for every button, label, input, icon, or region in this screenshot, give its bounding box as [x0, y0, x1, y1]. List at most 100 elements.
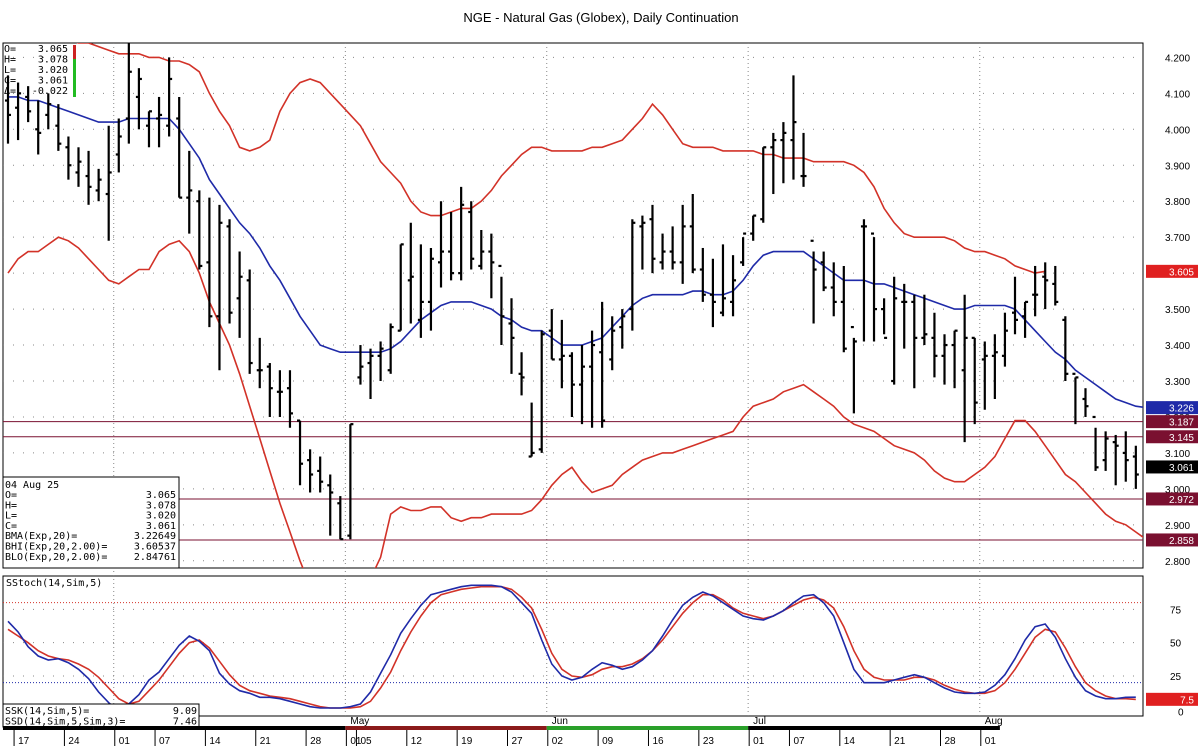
price-marker-label: 2.858	[1169, 536, 1194, 547]
ohlc-bar	[599, 301, 606, 428]
ohlc-bar	[15, 82, 22, 141]
ohlc-bar	[1022, 300, 1029, 338]
ohlc-bar	[1001, 312, 1008, 367]
ohlc-bar	[860, 219, 867, 342]
ohlc-bar	[1032, 265, 1039, 317]
day-label: 01	[985, 736, 997, 747]
ohlc-bar	[397, 243, 404, 332]
day-label: 14	[844, 736, 856, 747]
ohlc-bar	[236, 251, 243, 338]
ohlc-label: C=	[4, 76, 16, 87]
month-strip	[546, 726, 749, 730]
ohlc-value: 3.065	[38, 44, 68, 55]
ohlc-bar	[337, 496, 344, 541]
stoch-title: SStoch(14,Sim,5)	[6, 578, 102, 589]
day-label: 24	[68, 736, 80, 747]
info-label: BHI(Exp,20,2.00)=	[5, 542, 107, 553]
day-label: 28	[945, 736, 957, 747]
info-label: BLO(Exp,20,2.00)=	[5, 552, 107, 563]
month-strip	[2, 726, 94, 730]
info-box	[2, 476, 180, 569]
ohlc-bar	[1052, 265, 1059, 306]
ohlc-bar	[679, 204, 686, 284]
day-label: 09	[602, 736, 614, 747]
price-marker-label: 2.972	[1169, 495, 1194, 506]
price-marker-box	[1146, 492, 1198, 506]
ohlc-bar	[105, 125, 112, 241]
ohlc-bar	[810, 239, 817, 324]
month-label: Jul	[753, 716, 766, 727]
ohlc-bar	[1102, 431, 1109, 471]
price-marker-label: 3.061	[1169, 463, 1194, 474]
ohlc-bar	[196, 190, 203, 270]
price-tick-label: 3.800	[1165, 197, 1190, 208]
ohlc-bar	[659, 233, 666, 270]
ohlc-bar	[699, 247, 706, 302]
ohlc-bar	[558, 319, 565, 389]
price-marker-box	[1146, 415, 1198, 429]
ohlc-bar	[226, 219, 233, 324]
day-label: 05	[360, 736, 372, 747]
ohlc-bar	[911, 294, 918, 389]
ohlc-bar	[417, 244, 424, 338]
ohlc-bar	[286, 370, 293, 428]
info-label: H=	[5, 500, 17, 511]
info-value: 3.065	[146, 490, 176, 501]
ohlc-bar	[135, 68, 142, 130]
ohlc-bar	[538, 330, 545, 453]
ohlc-bar	[528, 402, 535, 458]
ohlc-bar	[830, 262, 837, 317]
price-marker-box	[1146, 264, 1198, 278]
month-label: Jun	[552, 716, 568, 727]
day-label: 07	[159, 736, 171, 747]
bollinger-upper-line	[76, 43, 1046, 274]
info-value: 3.078	[146, 500, 176, 511]
stoch-marker-label: 7.5	[1180, 695, 1194, 706]
ohlc-label: O=	[4, 44, 16, 55]
price-marker-box	[1146, 401, 1198, 415]
ohlc-bar	[991, 334, 998, 399]
ohlc-bar	[649, 204, 656, 274]
price-tick-label: 2.800	[1165, 557, 1190, 568]
day-label: 01	[119, 736, 131, 747]
ohlc-bar	[468, 201, 475, 270]
day-label: 21	[260, 736, 272, 747]
day-label: 27	[512, 736, 524, 747]
day-label: 07	[793, 736, 805, 747]
ohlc-label: Δ=	[4, 86, 16, 97]
month-strip	[93, 726, 346, 730]
info-value: 3.020	[146, 511, 176, 522]
price-marker-box	[1146, 460, 1198, 474]
info-value: 3.061	[146, 521, 176, 532]
day-label: 28	[310, 736, 322, 747]
day-label: 16	[652, 736, 664, 747]
ohlc-bar	[75, 147, 82, 187]
ohlc-bar	[246, 269, 253, 374]
ohlc-bar	[709, 258, 716, 328]
ohlc-bar	[266, 363, 273, 417]
ohlc-bar	[498, 264, 505, 346]
ohlc-bar	[5, 75, 11, 144]
ohlc-bar	[1042, 262, 1049, 310]
price-tick-label: 3.700	[1165, 233, 1190, 244]
bollinger-lower-line	[7, 236, 1143, 568]
ohlc-bar	[629, 219, 636, 331]
price-tick-label: 3.500	[1165, 305, 1190, 316]
price-tick-label: 3.400	[1165, 341, 1190, 352]
ohlc-bar	[871, 232, 878, 342]
ohlc-value: 3.020	[38, 65, 68, 76]
ohlc-bar	[901, 283, 908, 349]
ohlc-bar	[548, 309, 555, 361]
price-tick-label: 3.300	[1165, 377, 1190, 388]
price-marker-box	[1146, 430, 1198, 444]
ohlc-bar	[518, 352, 525, 396]
ohlc-bar	[438, 201, 445, 288]
ohlc-bar	[1062, 316, 1069, 382]
bollinger-middle-line	[8, 96, 1143, 409]
price-marker-label: 3.605	[1169, 267, 1194, 278]
ohlc-label: H=	[4, 55, 16, 66]
price-tick-label: 3.000	[1165, 485, 1190, 496]
stoch-tick-label: 0	[1178, 707, 1184, 718]
change-indicator-top	[73, 45, 76, 59]
